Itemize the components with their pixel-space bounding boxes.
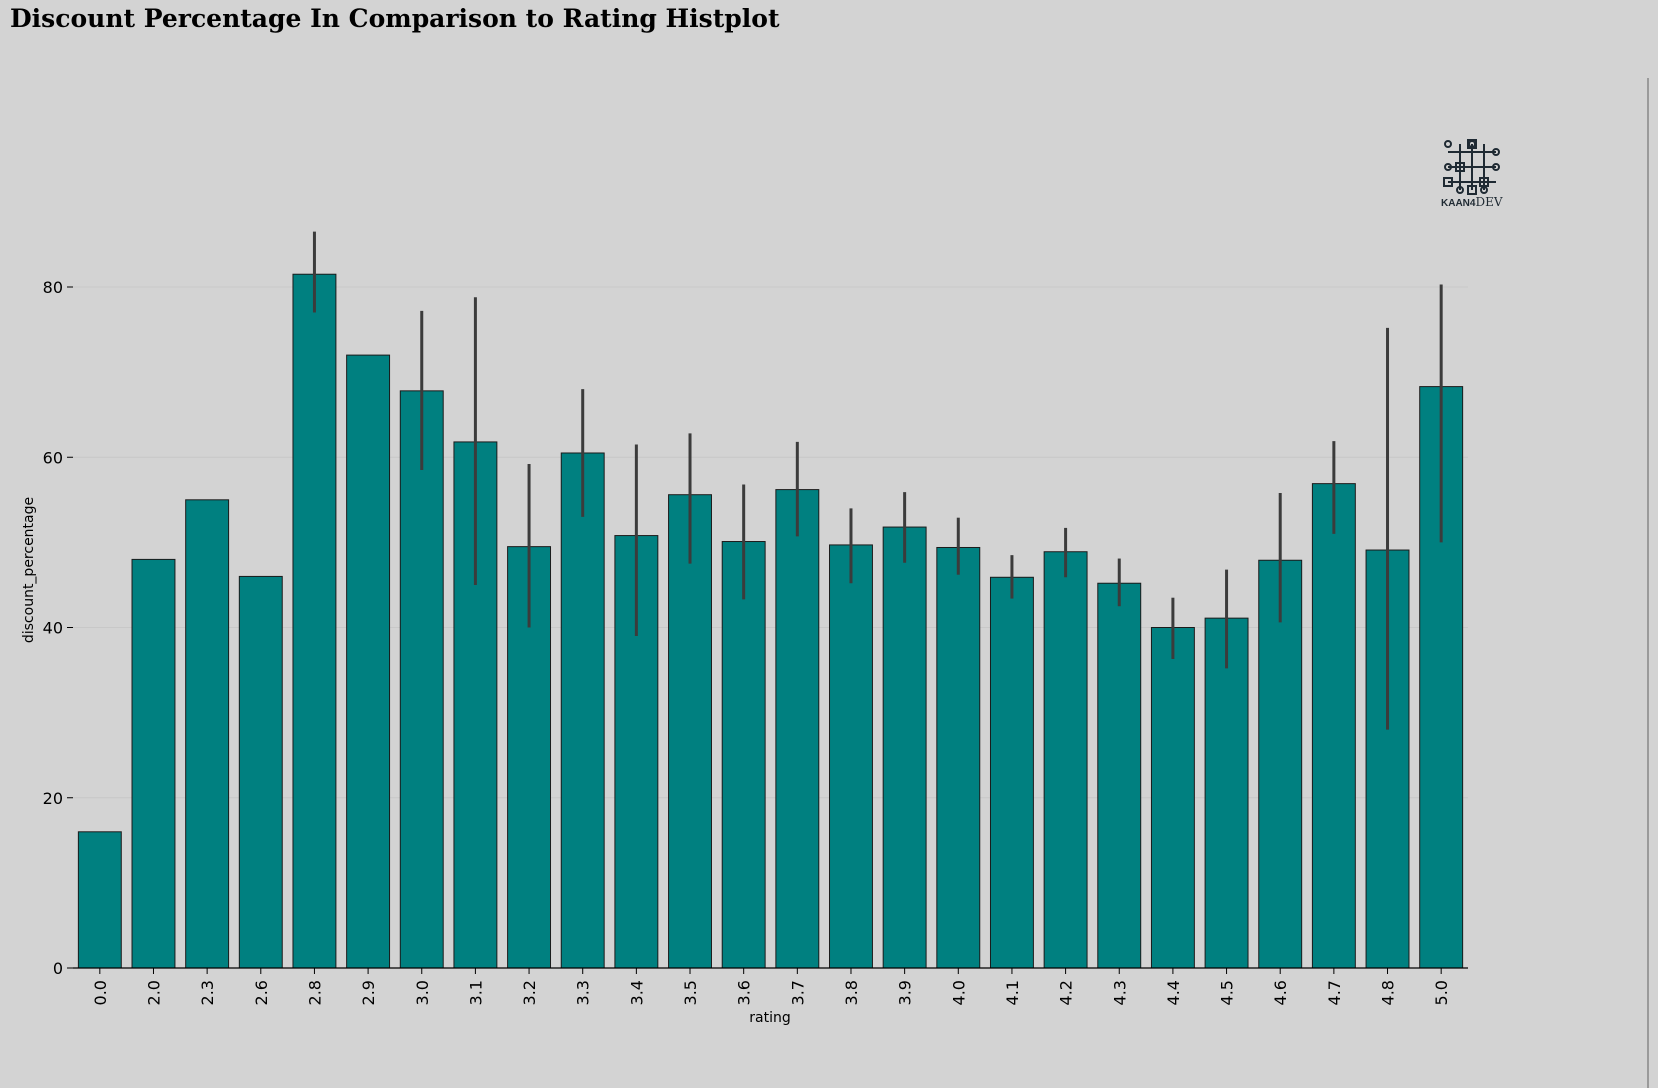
x-tick-label-2.9: 2.9 xyxy=(359,980,378,1005)
bar-3.9 xyxy=(882,526,927,969)
bar-2.9 xyxy=(346,354,391,969)
bar-0.0 xyxy=(77,831,122,969)
x-tick-label-4.2: 4.2 xyxy=(1057,980,1076,1005)
x-tick-label-5.0: 5.0 xyxy=(1432,980,1451,1005)
x-tick-label-3.6: 3.6 xyxy=(735,980,754,1005)
bar-4.7 xyxy=(1311,483,1356,969)
x-tick-label-4.5: 4.5 xyxy=(1218,980,1237,1005)
bars xyxy=(77,273,1464,969)
x-axis-label: rating xyxy=(749,1010,790,1026)
bar-4.3 xyxy=(1097,582,1142,969)
x-tick-labels: 0.0 2.0 2.3 2.6 2.8 2.9 3.0 3.1 3.2 3.3 3.4 3.5 3.6 3… xyxy=(91,968,1451,1005)
bar-2.8 xyxy=(292,273,337,969)
y-tick-label-60: 60 xyxy=(43,448,63,467)
bar-4.2 xyxy=(1043,551,1088,969)
bar-4.6 xyxy=(1258,559,1303,969)
x-tick-label-4.1: 4.1 xyxy=(1003,980,1022,1005)
x-tick-label-3.1: 3.1 xyxy=(466,980,485,1005)
bar-3.3 xyxy=(560,452,605,969)
x-tick-label-4.8: 4.8 xyxy=(1379,980,1398,1005)
bar-4.4 xyxy=(1150,627,1195,969)
bar-4.0 xyxy=(936,546,981,969)
x-tick-label-3.9: 3.9 xyxy=(896,980,915,1005)
chart-title: Discount Percentage In Comparison to Rat… xyxy=(10,4,780,33)
y-tick-labels: 0 20 40 60 80 xyxy=(43,278,73,978)
x-tick-label-2.8: 2.8 xyxy=(305,980,324,1005)
x-tick-label-2.0: 2.0 xyxy=(144,980,163,1005)
bar-3.6 xyxy=(721,541,766,969)
bar-3.5 xyxy=(668,494,712,969)
logo-brand-light: DEV xyxy=(1475,195,1502,209)
bar-4.5 xyxy=(1204,617,1249,969)
x-tick-label-4.6: 4.6 xyxy=(1271,980,1290,1005)
x-tick-label-4.0: 4.0 xyxy=(949,980,968,1005)
svg-text:KAAN4DEV: KAAN4DEV xyxy=(1441,195,1503,209)
x-tick-label-0.0: 0.0 xyxy=(91,980,110,1005)
x-tick-label-4.3: 4.3 xyxy=(1110,980,1129,1005)
x-tick-label-3.0: 3.0 xyxy=(413,980,432,1005)
bar-3.0 xyxy=(399,390,444,969)
x-tick-label-3.5: 3.5 xyxy=(681,980,700,1005)
x-tick-label-4.7: 4.7 xyxy=(1325,980,1344,1005)
x-tick-label-3.2: 3.2 xyxy=(520,980,539,1005)
y-tick-label-20: 20 xyxy=(43,789,63,808)
bar-2.0 xyxy=(131,558,176,969)
x-tick-label-2.3: 2.3 xyxy=(198,980,217,1005)
y-tick-label-0: 0 xyxy=(53,959,63,978)
bar-4.1 xyxy=(989,576,1034,969)
x-tick-label-3.7: 3.7 xyxy=(788,980,807,1005)
right-edge-rule xyxy=(1647,78,1649,1088)
y-tick-label-80: 80 xyxy=(43,278,63,297)
logo: KAAN4DEV xyxy=(1441,139,1503,209)
y-axis-label: discount_percentage xyxy=(21,497,37,643)
bar-2.6 xyxy=(238,575,283,969)
bar-3.8 xyxy=(829,544,873,969)
x-tick-label-2.6: 2.6 xyxy=(252,980,271,1005)
x-tick-label-3.3: 3.3 xyxy=(574,980,593,1005)
x-tick-label-3.8: 3.8 xyxy=(842,980,861,1005)
circuit-icon xyxy=(1443,139,1500,195)
y-tick-label-40: 40 xyxy=(43,619,63,638)
x-tick-label-3.4: 3.4 xyxy=(627,980,646,1005)
bar-3.7 xyxy=(775,489,820,969)
bar-2.3 xyxy=(185,499,230,969)
x-tick-label-4.4: 4.4 xyxy=(1164,980,1183,1005)
error-bars xyxy=(312,231,1443,730)
logo-brand-bold: KAAN4 xyxy=(1441,198,1476,209)
